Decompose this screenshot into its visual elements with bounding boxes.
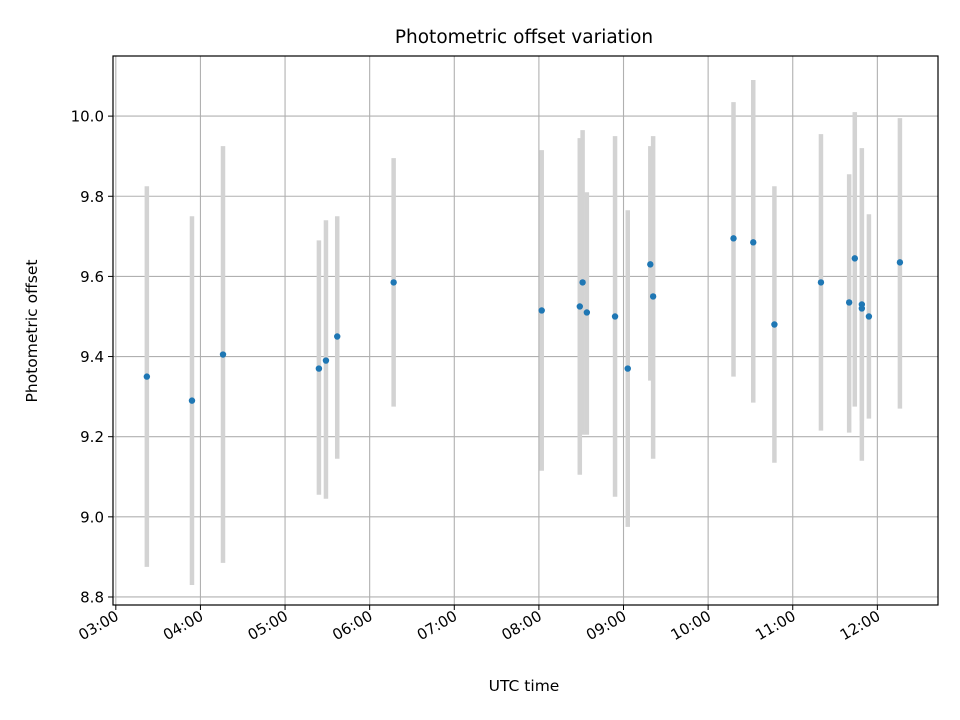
data-point	[334, 333, 341, 340]
data-point	[583, 309, 591, 316]
data-point	[896, 259, 904, 266]
data-point	[538, 307, 545, 314]
data-point	[219, 351, 227, 358]
data-point	[647, 261, 654, 268]
data-points	[143, 235, 904, 404]
data-point	[730, 235, 737, 242]
data-point	[865, 313, 873, 320]
y-tick-label: 9.4	[80, 348, 104, 366]
data-point	[858, 305, 866, 312]
y-tick-label: 9.0	[80, 508, 104, 526]
data-point	[624, 365, 631, 372]
data-point	[143, 373, 151, 380]
grid-lines	[113, 56, 938, 605]
data-point	[315, 365, 323, 372]
y-tick-label: 10.0	[71, 108, 104, 126]
data-point	[390, 279, 397, 286]
data-point	[817, 279, 825, 286]
data-point	[611, 313, 619, 320]
data-point	[188, 397, 196, 404]
data-point	[851, 255, 858, 262]
y-tick-label: 9.6	[80, 268, 104, 286]
data-point	[845, 299, 853, 306]
y-axis: 8.8 9.0 9.2 9.4 9.6 9.8 10.0	[71, 108, 113, 606]
y-tick-label: 8.8	[80, 588, 104, 606]
data-point	[576, 303, 583, 310]
y-axis-title: Photometric offset	[23, 260, 41, 403]
data-point	[750, 239, 757, 246]
data-point	[649, 293, 657, 300]
y-tick-label: 9.2	[80, 428, 104, 446]
data-point	[771, 321, 778, 328]
plot-frame	[112, 55, 939, 606]
data-point	[579, 279, 586, 286]
y-tick-label: 9.8	[80, 188, 104, 206]
data-point	[322, 357, 330, 364]
chart-title: Photometric offset variation	[395, 27, 653, 48]
x-axis-title: UTC time	[489, 677, 560, 695]
